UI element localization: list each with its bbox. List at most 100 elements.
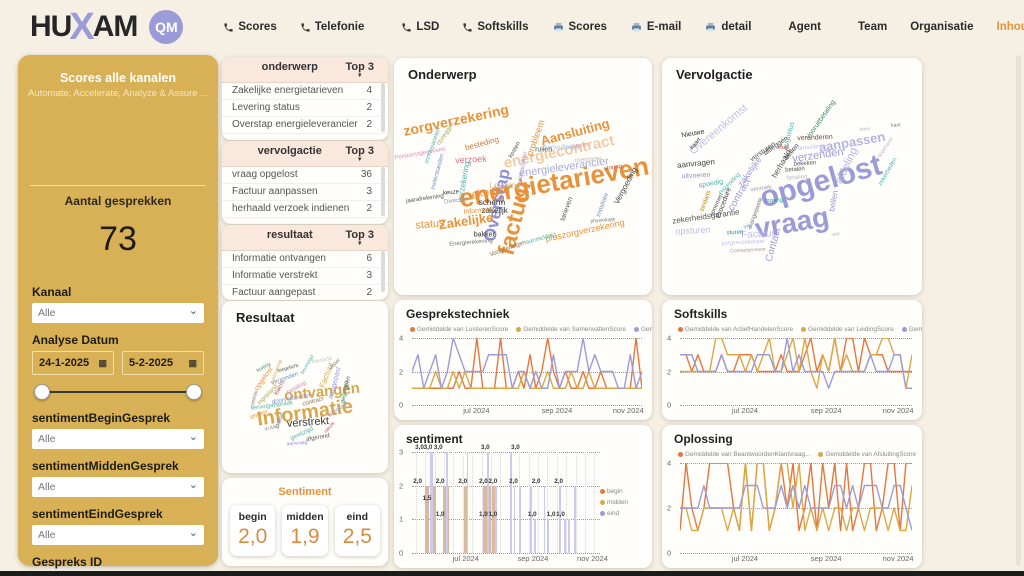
table-row[interactable]: Overstap energieleverancier 2 (222, 117, 388, 134)
table-sort-header[interactable]: Top 3 ▼ (345, 229, 374, 248)
cloud-word[interactable]: status (414, 216, 446, 232)
sentiment-bar[interactable] (445, 452, 449, 553)
sentiment-bar[interactable] (543, 485, 546, 553)
legend-item[interactable]: Gemiddelde van LuisterenScore (410, 324, 508, 334)
legend-item[interactable]: begin (600, 488, 640, 495)
cloud-word[interactable]: Aanvullende (542, 144, 581, 152)
table-row[interactable]: vraag opgelost 36 (222, 167, 388, 184)
cloud-word[interactable]: wijk (831, 230, 841, 238)
cloud-word[interactable]: kant (891, 122, 901, 129)
cloud-word[interactable]: uitvoeren (681, 172, 711, 181)
cloud-word[interactable]: afgerond (306, 433, 331, 444)
cloud-word[interactable]: tarieven (559, 195, 575, 222)
cloud-word[interactable]: aanvraag (285, 439, 308, 448)
table-row[interactable]: Factuur aangepast 2 (222, 285, 388, 302)
nav-tab-inhoud[interactable]: Inhoud (996, 21, 1024, 33)
sentiment-bar[interactable] (466, 452, 469, 553)
sentiment-bar[interactable] (432, 485, 437, 553)
date-range-slider[interactable] (34, 383, 202, 401)
cloud-word[interactable]: ruilen (535, 146, 553, 154)
nav-tab-detail[interactable]: detail (704, 21, 751, 33)
sentiment-bar[interactable] (429, 452, 433, 553)
nav-tab-telefonie[interactable]: Telefonie (300, 21, 364, 33)
cloud-word[interactable]: Energierekening (449, 237, 494, 248)
cloud-word[interactable]: bellen (826, 189, 840, 212)
date-from-input[interactable]: 24-1-2025 ▦ (32, 351, 114, 375)
slider-track[interactable] (40, 391, 196, 393)
nav-tab-lsd[interactable]: LSD (401, 21, 439, 33)
table-row[interactable]: Levering status 2 (222, 100, 388, 117)
nav-tab-scores-telefonie[interactable]: Scores (223, 21, 277, 33)
date-to-input[interactable]: 5-2-2025 ▦ (122, 351, 204, 375)
sentiment-bar[interactable] (513, 485, 516, 553)
cloud-word[interactable]: sturen (726, 229, 744, 237)
table-row[interactable]: Zakelijke energietarieven 4 (222, 83, 388, 100)
sentiment-begin-select[interactable]: Alle ⌄ (32, 429, 204, 449)
sentiment-bar[interactable] (568, 519, 570, 553)
sentiment-bar[interactable] (491, 485, 496, 553)
sentiment-bar[interactable] (487, 452, 490, 553)
sentiment-bar[interactable] (494, 485, 497, 553)
legend-item[interactable]: Gemiddelde van SamenvattenScore (516, 324, 626, 334)
slider-handle-left[interactable] (34, 384, 50, 400)
legend-item[interactable]: Gemiddelde van AfsluitingScore (818, 449, 916, 459)
cloud-word[interactable]: zorgverzekeraar (720, 238, 765, 247)
nav-tab-email[interactable]: E-mail (630, 21, 681, 33)
sentiment-bar[interactable] (530, 485, 533, 553)
cloud-word[interactable]: Contactpersoon (729, 246, 766, 255)
table-row[interactable]: herhaald verzoek indienen 2 (222, 201, 388, 218)
slider-handle-right[interactable] (186, 384, 202, 400)
table-scrollbar[interactable] (381, 83, 385, 132)
cloud-word[interactable]: besteding (463, 134, 500, 153)
cloud-word[interactable]: installatie (595, 191, 611, 218)
page-scrollbar[interactable] (1016, 55, 1021, 566)
cloud-word[interactable]: doen (859, 126, 871, 133)
table-sort-header[interactable]: Top 3 ▼ (345, 61, 374, 80)
cloud-word[interactable]: aanvragen (676, 157, 716, 171)
nav-tab-agent[interactable]: Agent (788, 21, 822, 33)
cloud-word[interactable]: zorgverzekering (401, 101, 511, 140)
legend-item[interactable]: Gemiddelde van LeidingScore (801, 324, 894, 334)
table-scrollbar[interactable] (381, 251, 385, 292)
nav-tab-team[interactable]: Team (858, 21, 888, 33)
sentiment-bar[interactable] (573, 485, 576, 553)
table-row[interactable]: Informatie verstrekt 3 (222, 268, 388, 285)
sentiment-bar[interactable] (425, 485, 429, 553)
cloud-word[interactable]: aanmelding (525, 231, 557, 246)
cloud-word[interactable]: mail (778, 145, 790, 152)
nav-tab-scores-email[interactable]: Scores (552, 21, 607, 33)
kanaal-select[interactable]: Alle ⌄ (32, 303, 204, 323)
sentiment-bar[interactable] (509, 452, 512, 553)
sentiment-midden-select[interactable]: Alle ⌄ (32, 477, 204, 497)
sentiment-bar[interactable] (564, 519, 567, 553)
sentiment-bar[interactable] (519, 485, 522, 553)
legend-item[interactable]: midden (600, 499, 640, 506)
cloud-word[interactable]: scherm (478, 197, 506, 207)
legend-item[interactable]: Gemiddelde van DoorvragenScore (633, 324, 652, 334)
table-row[interactable]: Factuur aanpassen 3 (222, 184, 388, 201)
legend-item[interactable]: Gemiddelde van ActiefHandelenScore (678, 324, 793, 334)
cloud-word[interactable]: bakker (473, 231, 495, 239)
legend-item[interactable]: eind (600, 510, 640, 517)
cloud-word[interactable]: keuze (442, 188, 459, 197)
cloud-word[interactable]: Levering (489, 181, 521, 191)
cloud-word[interactable]: zakelijk (481, 205, 508, 215)
sentiment-bar[interactable] (534, 519, 537, 553)
legend-item[interactable]: Gemiddelde van BeantwoordenKlantvraag... (678, 449, 810, 459)
cloud-word[interactable]: jaarafrekening (405, 192, 445, 205)
cloud-word[interactable]: ingang (764, 197, 783, 205)
cloud-word[interactable]: opsturen (675, 224, 711, 237)
cloud-word[interactable]: zekerheidsgarantie (672, 206, 741, 226)
sentiment-bar[interactable] (482, 485, 491, 553)
nav-tab-organisatie[interactable]: Organisatie (910, 21, 974, 33)
sentiment-bar[interactable] (558, 485, 561, 553)
table-scrollbar[interactable] (381, 167, 385, 216)
table-row[interactable]: Informatie ontvangen 6 (222, 251, 388, 268)
cloud-word[interactable]: verzoek (455, 154, 488, 166)
sentiment-eind-select[interactable]: Alle ⌄ (32, 525, 204, 545)
nav-tab-softskills[interactable]: Softskills (462, 21, 529, 33)
legend-item[interactable]: Gemiddelde van EmpathieScore (901, 324, 922, 334)
table-sort-header[interactable]: Top 3 ▼ (345, 145, 374, 164)
sentiment-bar[interactable] (547, 519, 550, 553)
cloud-word[interactable]: meterstanden (430, 153, 446, 191)
